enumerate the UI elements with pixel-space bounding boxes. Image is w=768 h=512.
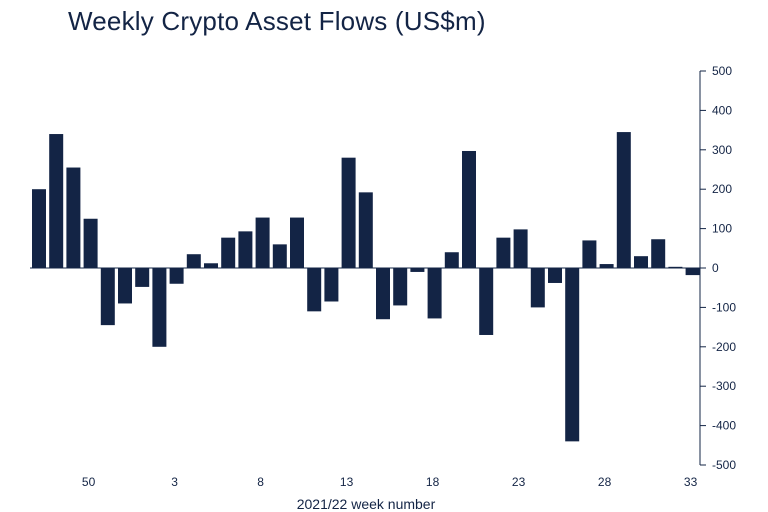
x-tick-label: 3 (171, 475, 178, 489)
bar (565, 268, 580, 442)
bar (651, 239, 666, 268)
y-tick-label: 500 (712, 64, 732, 78)
bar (582, 240, 597, 268)
x-axis-title: 2021/22 week number (297, 496, 436, 512)
y-tick-label: 100 (712, 222, 732, 236)
bar (238, 231, 253, 268)
bar (341, 157, 356, 268)
bar (135, 268, 150, 287)
y-tick-label: -300 (712, 379, 736, 393)
bar (186, 254, 201, 268)
bar (118, 268, 132, 304)
bar (152, 268, 167, 347)
y-tick-label: 0 (712, 261, 719, 275)
bar (100, 268, 115, 326)
y-tick-label: -500 (712, 458, 736, 472)
bar (410, 268, 425, 272)
x-tick-label: 50 (82, 475, 96, 489)
bar (358, 192, 373, 268)
bar (393, 268, 408, 306)
bar (668, 266, 683, 268)
bar (496, 237, 511, 268)
y-tick-label: 200 (712, 182, 732, 196)
bar (616, 132, 631, 268)
bar (479, 268, 494, 335)
bar (530, 268, 545, 308)
x-axis: 50 3 8 13 18 23 28 33 (82, 475, 698, 489)
bar (66, 167, 81, 268)
bar (462, 150, 476, 268)
y-tick-label: -400 (712, 419, 736, 433)
x-tick-label: 23 (512, 475, 526, 489)
x-tick-label: 33 (684, 475, 698, 489)
bar (32, 189, 46, 268)
bar (634, 256, 648, 268)
bar (599, 264, 614, 268)
y-tick-label: -100 (712, 300, 736, 314)
chart-title: Weekly Crypto Asset Flows (US$m) (68, 6, 486, 36)
bar (427, 268, 442, 319)
bar (513, 229, 528, 268)
x-tick-label: 28 (598, 475, 612, 489)
y-axis: 500 400 300 200 100 0 -100 -200 -300 -400 -500 (700, 64, 736, 472)
bar (548, 268, 562, 283)
bar (324, 268, 339, 302)
bar (376, 268, 390, 320)
bar (49, 134, 64, 268)
bar (444, 252, 459, 268)
bar (169, 268, 184, 284)
x-tick-label: 8 (257, 475, 264, 489)
bar (255, 217, 270, 268)
bar (307, 268, 322, 312)
bar (204, 263, 218, 268)
bar (221, 237, 236, 268)
y-tick-label: 400 (712, 103, 732, 117)
bar (83, 218, 98, 268)
bar (685, 268, 700, 276)
bar (272, 244, 287, 268)
y-tick-label: -200 (712, 340, 736, 354)
bar (290, 217, 304, 268)
bars-group (32, 132, 700, 442)
x-tick-label: 18 (426, 475, 440, 489)
x-tick-label: 13 (340, 475, 354, 489)
y-tick-label: 300 (712, 143, 732, 157)
